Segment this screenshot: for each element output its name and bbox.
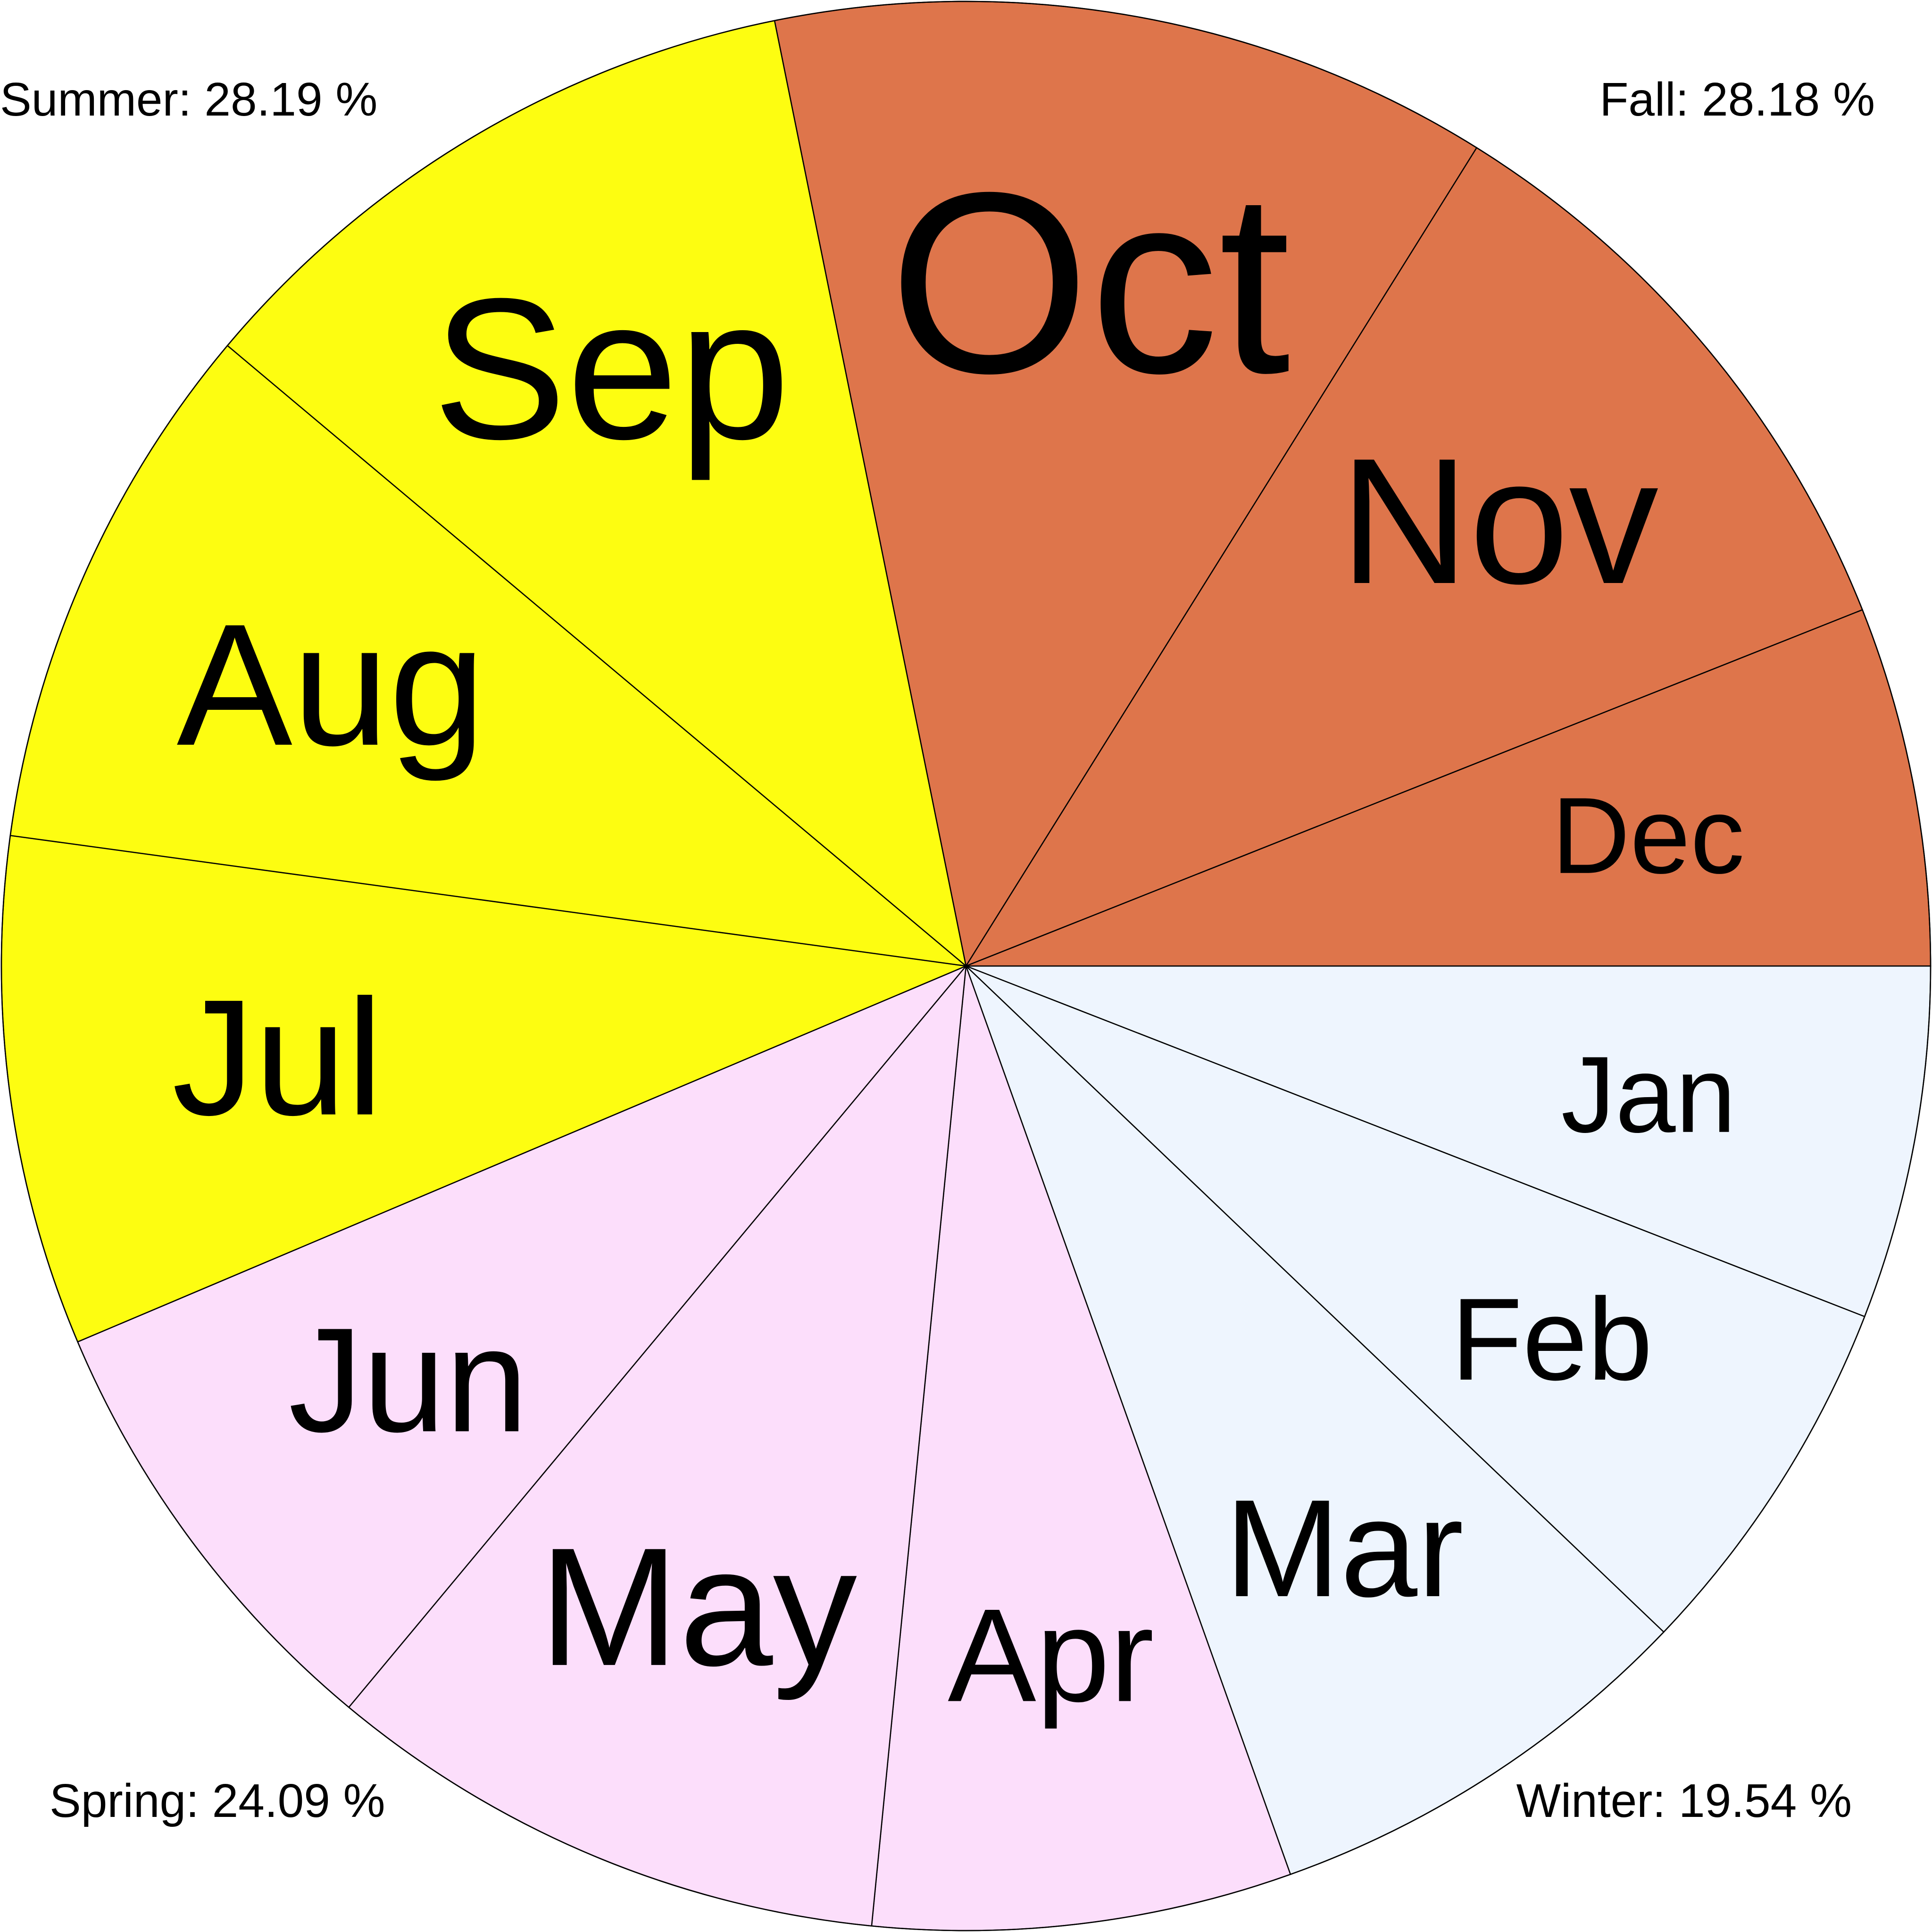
season-label-summer: Summer: 28.19 % [0,73,377,126]
month-label-may: May [539,1513,857,1702]
season-label-spring: Spring: 24.09 % [50,1774,385,1827]
month-label-nov: Nov [1340,421,1658,621]
month-label-apr: Apr [948,1581,1154,1730]
month-label-oct: Oct [889,139,1291,427]
month-label-feb: Feb [1451,1274,1652,1405]
month-label-dec: Dec [1552,775,1745,896]
month-label-jul: Jul [172,966,383,1150]
month-label-aug: Aug [177,588,486,783]
season-summary-labels: Winter: 19.54 % Spring: 24.09 % Summer: 28… [0,73,1875,1827]
season-label-fall: Fall: 28.18 % [1599,73,1875,126]
season-label-winter: Winter: 19.54 % [1516,1774,1852,1827]
month-label-jan: Jan [1561,1034,1736,1155]
month-label-sep: Sep [433,257,790,482]
month-label-mar: Mar [1225,1471,1464,1626]
month-label-jun: Jun [289,1297,528,1463]
